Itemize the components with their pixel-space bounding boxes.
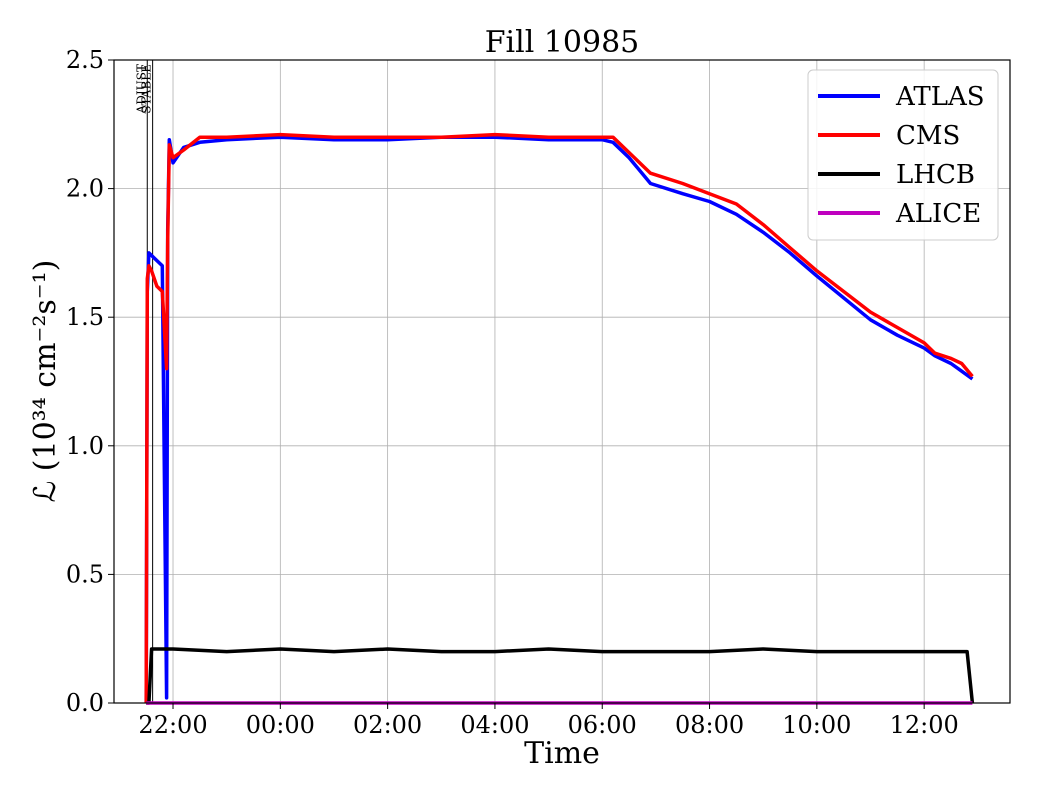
y-tick-label: 0.0 <box>66 689 104 717</box>
legend-label: ALICE <box>895 199 981 229</box>
legend-label: LHCB <box>896 160 975 190</box>
x-axis-ticks: 22:00 00:00 02:00 04:00 06:00 08:00 10:00 12:00 <box>138 703 959 739</box>
y-axis-label: ℒ (10³⁴ cm⁻²s⁻¹) <box>28 260 63 503</box>
chart-title: Fill 10985 <box>485 25 640 60</box>
y-tick-label: 0.5 <box>66 560 104 588</box>
y-axis-ticks: 0.0 0.5 1.0 1.5 2.0 2.5 <box>66 46 114 717</box>
x-tick-label: 10:00 <box>782 711 851 739</box>
x-tick-label: 04:00 <box>460 711 529 739</box>
legend-box <box>807 69 999 241</box>
y-tick-label: 2.5 <box>66 46 104 74</box>
y-tick-label: 1.0 <box>66 432 104 460</box>
x-tick-label: 22:00 <box>138 711 207 739</box>
x-tick-label: 06:00 <box>568 711 637 739</box>
legend-label: ATLAS <box>895 82 985 112</box>
x-tick-label: 00:00 <box>246 711 315 739</box>
legend-label: CMS <box>896 121 960 151</box>
y-tick-label: 1.5 <box>66 303 104 331</box>
legend: ATLAS CMS LHCB ALICE <box>807 69 999 241</box>
x-tick-label: 08:00 <box>675 711 744 739</box>
series-line-atlas <box>144 135 974 704</box>
vertical-marker-label: STABLE <box>140 64 154 114</box>
x-tick-label: 02:00 <box>353 711 422 739</box>
y-tick-label: 2.0 <box>66 175 104 203</box>
series-line-lhcb <box>146 647 975 705</box>
x-axis-label: Time <box>524 736 600 771</box>
series-line-cms <box>144 132 974 704</box>
plot-frame <box>113 59 1011 704</box>
x-tick-label: 12:00 <box>890 711 959 739</box>
vertical-marker-label: ADJUST <box>134 64 148 114</box>
